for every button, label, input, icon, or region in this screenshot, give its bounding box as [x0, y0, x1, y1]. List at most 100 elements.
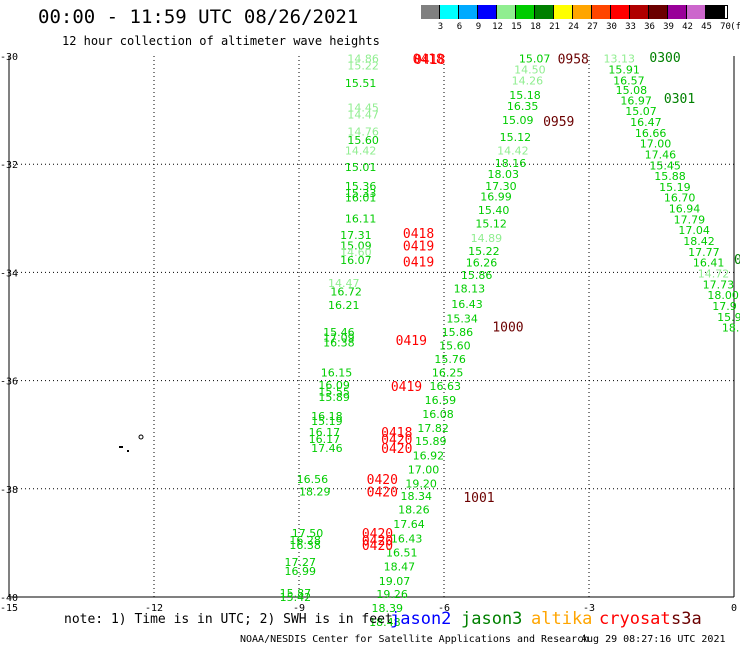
- wave-height-value: 16.47: [630, 116, 662, 129]
- wave-height-value: 16.11: [345, 212, 377, 225]
- wave-height-value: 16.26: [466, 257, 498, 270]
- wave-height-value: 15.9: [717, 311, 740, 324]
- lon-tick-label: -9: [293, 603, 305, 614]
- wave-height-value: 15.89: [318, 391, 350, 404]
- scale-unit: (ft): [730, 22, 740, 32]
- wave-height-value: 16.56: [297, 473, 329, 486]
- wave-height-value: 15.19: [311, 415, 343, 428]
- time-tag: 0418: [414, 53, 445, 68]
- wave-height-value: 14.50: [514, 64, 546, 77]
- wave-height-value: 17.30: [485, 180, 517, 193]
- wave-height-value: 15.60: [439, 339, 471, 352]
- wave-height-value: 15.19: [659, 181, 691, 194]
- wave-height-value: 19.07: [379, 575, 411, 588]
- scale-label: 15: [511, 22, 522, 32]
- scale-label: 6: [456, 22, 463, 32]
- island-mark: [138, 434, 144, 440]
- wave-height-value: 17.9: [712, 300, 737, 313]
- island-mark: [119, 446, 123, 448]
- wave-height-value: 15.51: [345, 77, 377, 90]
- scale-swatch: [668, 5, 687, 19]
- wave-height-value: 16.09: [318, 379, 350, 392]
- scale-label: 36: [644, 22, 655, 32]
- wave-height-value: 17.82: [417, 422, 449, 435]
- wave-height-value: 15.36: [345, 180, 377, 193]
- wave-height-value: 18.48: [369, 616, 401, 629]
- wave-height-value: 17.27: [285, 556, 317, 569]
- wave-height-value: 16.99: [285, 565, 317, 578]
- wave-height-labels: 14.8615.2215.5114.4514.4714.7615.6014.42…: [280, 53, 740, 629]
- wave-height-value: 15.76: [434, 353, 466, 366]
- time-tag: 0959: [543, 115, 574, 130]
- lat-tick-label: -34: [0, 268, 18, 279]
- wave-height-value: 16.21: [328, 299, 360, 312]
- wave-height-value: 15.12: [500, 131, 532, 144]
- wave-height-value: 16.17: [309, 433, 341, 446]
- scale-label: 24: [568, 22, 579, 32]
- scale-swatch: [611, 5, 630, 19]
- scale-swatch: [630, 5, 649, 19]
- time-tag: 0301: [664, 92, 695, 107]
- wave-height-value: 18.34: [401, 490, 433, 503]
- time-tag: 0420: [367, 486, 398, 501]
- wave-height-value: 16.51: [386, 547, 418, 560]
- map-subtitle: 12 hour collection of altimeter wave hei…: [62, 34, 380, 48]
- wave-height-value: 17.09: [323, 331, 355, 344]
- time-tag: 0420: [367, 473, 398, 488]
- scale-label: 18: [530, 22, 541, 32]
- wave-height-value: 17.73: [703, 278, 735, 291]
- wave-height-value: 18.42: [683, 235, 715, 248]
- scale-label: 30: [606, 22, 617, 32]
- time-tag: 0420: [381, 442, 412, 457]
- time-tag: 0: [734, 253, 740, 268]
- scale-label: 21: [549, 22, 560, 32]
- island-marks: [119, 434, 144, 452]
- wave-height-value: 15.86: [442, 326, 474, 339]
- time-tag: 0419: [391, 380, 422, 395]
- wave-height-value: 16.38: [289, 539, 321, 552]
- wave-height-value: 15.89: [415, 435, 447, 448]
- wave-height-value: 16.43: [391, 533, 423, 546]
- lat-tick-label: -38: [0, 485, 18, 496]
- scale-label: 42: [682, 22, 693, 32]
- time-tag: 0420: [381, 433, 412, 448]
- scale-swatch: [497, 5, 516, 19]
- time-tag: 0418: [381, 426, 412, 441]
- wave-height-value: 16.99: [480, 191, 512, 204]
- time-tag: 0300: [649, 51, 680, 66]
- time-tag: 0420: [362, 539, 393, 554]
- wave-height-value: 18.13: [454, 283, 486, 296]
- wave-height-value: 16.15: [321, 366, 353, 379]
- wave-height-value: 17.64: [393, 518, 425, 531]
- wave-height-value: 16.17: [309, 426, 341, 439]
- time-tag: 0419: [403, 239, 434, 254]
- scale-label: 39: [663, 22, 674, 32]
- scale-label: 3: [437, 22, 444, 32]
- wave-height-value: 17.46: [645, 148, 677, 161]
- wave-height-value: 15.33: [345, 187, 377, 200]
- wave-height-value: 16.92: [413, 449, 445, 462]
- wave-height-value: 14.47: [347, 108, 379, 121]
- wave-height-value: 15.34: [446, 312, 478, 325]
- time-tag: 1001: [463, 491, 494, 506]
- wave-height-value: 18.00: [707, 289, 739, 302]
- wave-height-value: 16.18: [311, 410, 343, 423]
- wave-height-value: 15.55: [318, 385, 350, 398]
- wave-height-value: 16.72: [330, 285, 362, 298]
- wave-height-value: 15.12: [475, 218, 507, 231]
- wave-height-value: 16.97: [620, 94, 652, 107]
- wave-height-value: 14.86: [347, 53, 379, 66]
- wave-height-value: 15.09: [502, 114, 534, 127]
- wave-height-value: 16.01: [345, 192, 377, 205]
- lon-tick-label: -6: [438, 603, 450, 614]
- wave-height-value: 14.60: [340, 246, 372, 259]
- wave-height-value: 16.59: [425, 394, 457, 407]
- axis-labels: -30-32-34-36-38-40-15 -12 -9 -6 -3 0: [0, 52, 737, 614]
- map-title: 00:00 - 11:59 UTC 08/26/2021: [38, 6, 359, 28]
- wave-height-value: 15.18: [509, 89, 541, 102]
- wave-height-value: 15.09: [340, 239, 372, 252]
- lon-tick-label: 0: [731, 603, 737, 614]
- wave-height-value: 16.63: [430, 380, 462, 393]
- wave-height-value: 15.42: [280, 591, 312, 604]
